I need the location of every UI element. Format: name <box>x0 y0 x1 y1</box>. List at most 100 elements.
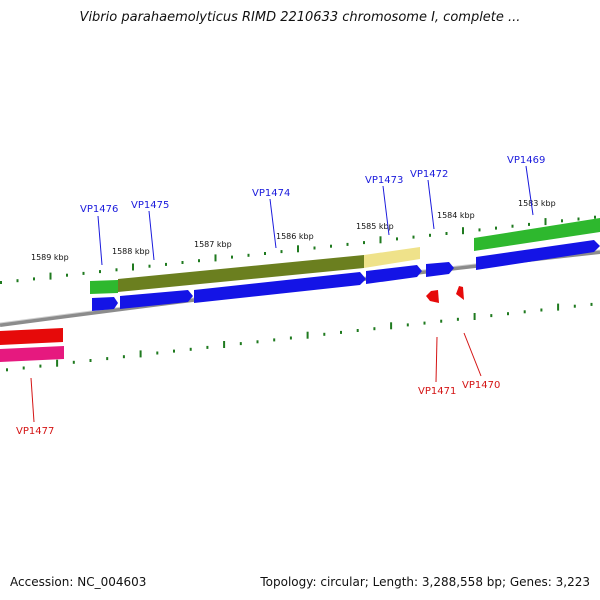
tick-mark <box>445 232 448 235</box>
tick-mark <box>346 242 349 246</box>
gene-bar-vp1475-1474[interactable] <box>118 255 364 292</box>
tick-mark <box>423 321 426 325</box>
tick-mark <box>56 359 59 367</box>
gene-label-vp1472[interactable]: VP1472 <box>410 169 448 180</box>
tick-mark <box>273 338 276 342</box>
tick-mark <box>523 310 526 314</box>
gene-bar-vp1476[interactable] <box>90 280 118 294</box>
gene-bar-vp1477[interactable] <box>0 346 64 362</box>
gene-leader-line <box>525 165 534 216</box>
tick-mark <box>82 271 85 275</box>
tick-mark <box>390 322 393 330</box>
tick-mark <box>577 217 580 221</box>
gene-bar-vp1469[interactable] <box>474 218 600 251</box>
tick-mark <box>49 272 52 280</box>
tick-label: 1584 kbp <box>437 211 475 220</box>
tick-mark <box>247 253 250 257</box>
cds-arrow-vp1477[interactable] <box>0 328 63 345</box>
tick-mark <box>313 246 316 250</box>
tick-mark <box>323 332 326 336</box>
gene-label-vp1471[interactable]: VP1471 <box>418 386 456 397</box>
tick-mark <box>478 228 481 232</box>
tick-mark <box>456 317 459 321</box>
gene-label-vp1473[interactable]: VP1473 <box>365 175 403 186</box>
tick-mark <box>412 235 415 239</box>
tick-mark <box>181 261 184 264</box>
tick-mark <box>495 226 497 230</box>
tick-mark <box>223 341 226 348</box>
gene-leader-line <box>435 336 438 383</box>
tick-mark <box>462 227 464 235</box>
gene-label-vp1469[interactable]: VP1469 <box>507 155 545 166</box>
tick-mark <box>356 329 359 332</box>
cds-arrow-vp1470[interactable] <box>456 286 464 300</box>
tick-mark <box>106 357 109 361</box>
tick-mark <box>280 250 283 254</box>
gene-label-vp1475[interactable]: VP1475 <box>131 200 169 211</box>
gene-leader-line <box>382 185 390 236</box>
cds-arrow-vp1474[interactable] <box>194 272 366 303</box>
gene-label-vp1470[interactable]: VP1470 <box>462 380 500 391</box>
gene-label-vp1474[interactable]: VP1474 <box>252 188 290 199</box>
tick-mark <box>66 273 68 277</box>
tick-mark <box>198 259 200 263</box>
tick-mark <box>544 218 547 226</box>
tick-label: 1589 kbp <box>31 253 69 262</box>
cds-arrow-vp1476[interactable] <box>92 297 118 311</box>
gene-label-vp1476[interactable]: VP1476 <box>80 204 118 215</box>
gene-label-vp1477[interactable]: VP1477 <box>16 426 54 437</box>
tick-mark <box>406 323 409 327</box>
gene-bar-vp1473[interactable] <box>364 247 420 268</box>
cds-arrow-vp1469[interactable] <box>476 240 600 270</box>
tick-mark <box>139 350 142 358</box>
tick-mark <box>6 368 8 372</box>
tick-mark <box>122 355 125 359</box>
tick-mark <box>0 281 2 284</box>
tick-mark <box>231 255 233 259</box>
tick-mark <box>561 219 563 223</box>
tick-mark <box>594 215 596 219</box>
tick-mark <box>540 308 543 312</box>
tick-mark <box>89 359 92 362</box>
tick-label: 1586 kbp <box>276 232 314 241</box>
tick-mark <box>206 345 209 349</box>
gene-leader-line <box>30 377 35 423</box>
tick-mark <box>330 244 332 248</box>
tick-mark <box>256 340 259 344</box>
tick-mark <box>306 331 309 339</box>
tick-mark <box>429 233 431 237</box>
tick-mark <box>72 360 75 364</box>
tick-mark <box>573 304 576 308</box>
genome-summary-text: Topology: circular; Length: 3,288,558 bp… <box>260 575 590 589</box>
outer-tick-track <box>0 215 596 284</box>
tick-mark <box>363 241 365 245</box>
tick-label: 1585 kbp <box>356 222 394 231</box>
tick-mark <box>511 224 514 228</box>
tick-mark <box>99 270 101 274</box>
tick-mark <box>156 351 159 355</box>
gene-leader-line <box>148 210 155 261</box>
tick-mark <box>528 222 530 226</box>
tick-mark <box>590 302 593 306</box>
tick-label: 1588 kbp <box>112 247 150 256</box>
inner-tick-track <box>6 302 593 372</box>
cds-arrow-vp1473[interactable] <box>366 265 422 284</box>
tick-mark <box>214 254 217 262</box>
cds-arrow-vp1475[interactable] <box>120 290 193 309</box>
tick-mark <box>490 314 493 318</box>
tick-label: 1583 kbp <box>518 199 556 208</box>
tick-mark <box>16 279 19 283</box>
tick-mark <box>297 245 299 253</box>
tick-mark <box>264 252 266 255</box>
tick-mark <box>379 236 382 244</box>
gene-leader-line <box>269 198 277 249</box>
accession-text: Accession: NC_004603 <box>10 575 147 589</box>
cds-arrow-vp1472[interactable] <box>426 262 454 277</box>
tick-mark <box>239 342 242 346</box>
gene-labels: VP1477 VP1476 VP1475 VP1474 VP1473 VP1472 VP14… <box>16 155 545 437</box>
map-title: Vibrio parahaemolyticus RIMD 2210633 chr… <box>79 10 521 25</box>
gene-leader-line <box>463 332 482 377</box>
tick-mark <box>39 364 42 368</box>
tick-mark <box>22 366 25 370</box>
cds-arrow-vp1471[interactable] <box>426 290 439 303</box>
